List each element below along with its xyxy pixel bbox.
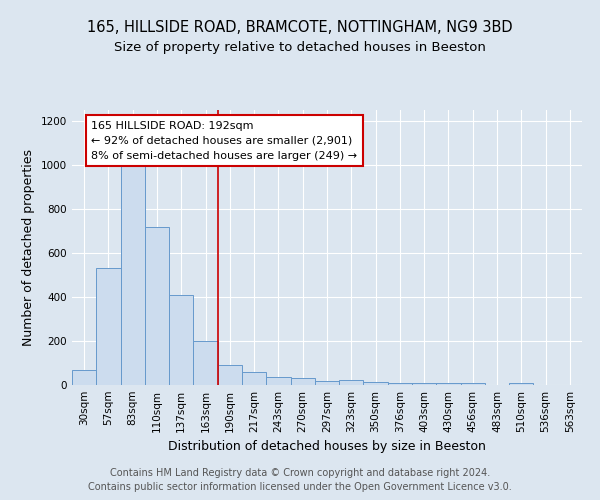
Bar <box>96 268 121 385</box>
Bar <box>364 382 388 385</box>
Bar <box>388 383 412 385</box>
Bar <box>436 383 461 385</box>
Bar <box>218 365 242 385</box>
Text: Contains HM Land Registry data © Crown copyright and database right 2024.: Contains HM Land Registry data © Crown c… <box>110 468 490 477</box>
Bar <box>242 372 266 385</box>
Bar <box>290 378 315 385</box>
X-axis label: Distribution of detached houses by size in Beeston: Distribution of detached houses by size … <box>168 440 486 454</box>
Text: 165, HILLSIDE ROAD, BRAMCOTE, NOTTINGHAM, NG9 3BD: 165, HILLSIDE ROAD, BRAMCOTE, NOTTINGHAM… <box>87 20 513 35</box>
Text: Contains public sector information licensed under the Open Government Licence v3: Contains public sector information licen… <box>88 482 512 492</box>
Bar <box>461 383 485 385</box>
Text: Size of property relative to detached houses in Beeston: Size of property relative to detached ho… <box>114 41 486 54</box>
Bar <box>121 164 145 385</box>
Bar <box>509 383 533 385</box>
Bar <box>72 370 96 385</box>
Bar <box>412 383 436 385</box>
Bar <box>169 295 193 385</box>
Bar <box>266 376 290 385</box>
Bar <box>193 341 218 385</box>
Bar <box>339 380 364 385</box>
Bar <box>315 381 339 385</box>
Y-axis label: Number of detached properties: Number of detached properties <box>22 149 35 346</box>
Text: 165 HILLSIDE ROAD: 192sqm
← 92% of detached houses are smaller (2,901)
8% of sem: 165 HILLSIDE ROAD: 192sqm ← 92% of detac… <box>91 121 358 160</box>
Bar <box>145 226 169 385</box>
